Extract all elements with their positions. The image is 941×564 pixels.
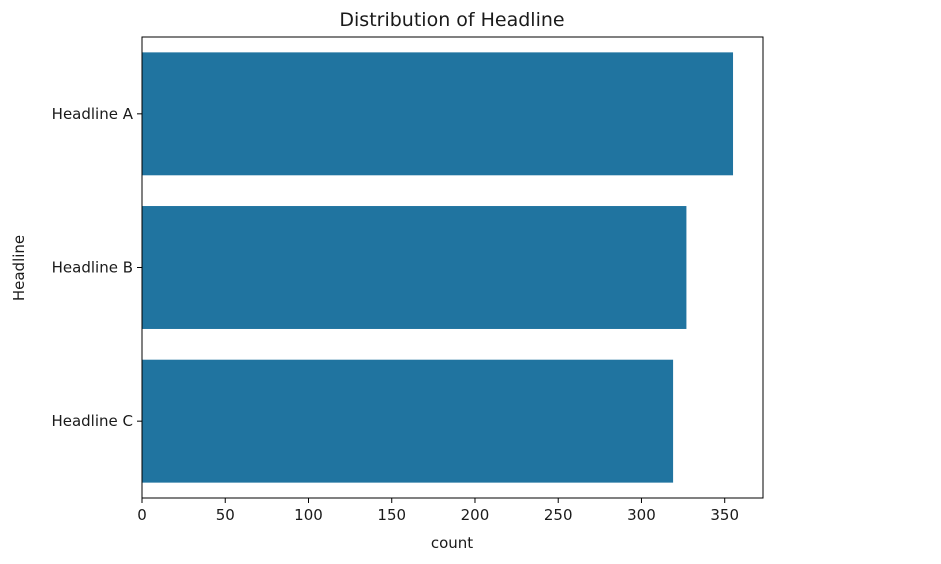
chart-title: Distribution of Headline: [339, 9, 564, 31]
y-axis: Headline A Headline B Headline C: [51, 105, 142, 430]
x-axis-label: count: [431, 534, 473, 552]
x-tick-label: 100: [294, 506, 323, 524]
y-axis-label: Headline: [10, 235, 28, 301]
x-tick-label: 300: [627, 506, 656, 524]
bar-headline-a: [142, 52, 734, 176]
x-tick-label: 250: [544, 506, 573, 524]
x-tick-label: 0: [137, 506, 147, 524]
x-tick-label: 50: [216, 506, 235, 524]
y-tick-label: Headline A: [52, 105, 134, 123]
bars-layer: [142, 52, 734, 483]
y-tick-label: Headline B: [52, 259, 133, 277]
bar-headline-b: [142, 206, 687, 329]
x-tick-label: 350: [710, 506, 739, 524]
x-tick-label: 150: [377, 506, 406, 524]
bar-headline-c: [142, 359, 674, 483]
x-tick-label: 200: [461, 506, 490, 524]
x-axis: 0 50 100 150 200 250 300 350: [137, 498, 739, 524]
y-tick-label: Headline C: [51, 412, 133, 430]
